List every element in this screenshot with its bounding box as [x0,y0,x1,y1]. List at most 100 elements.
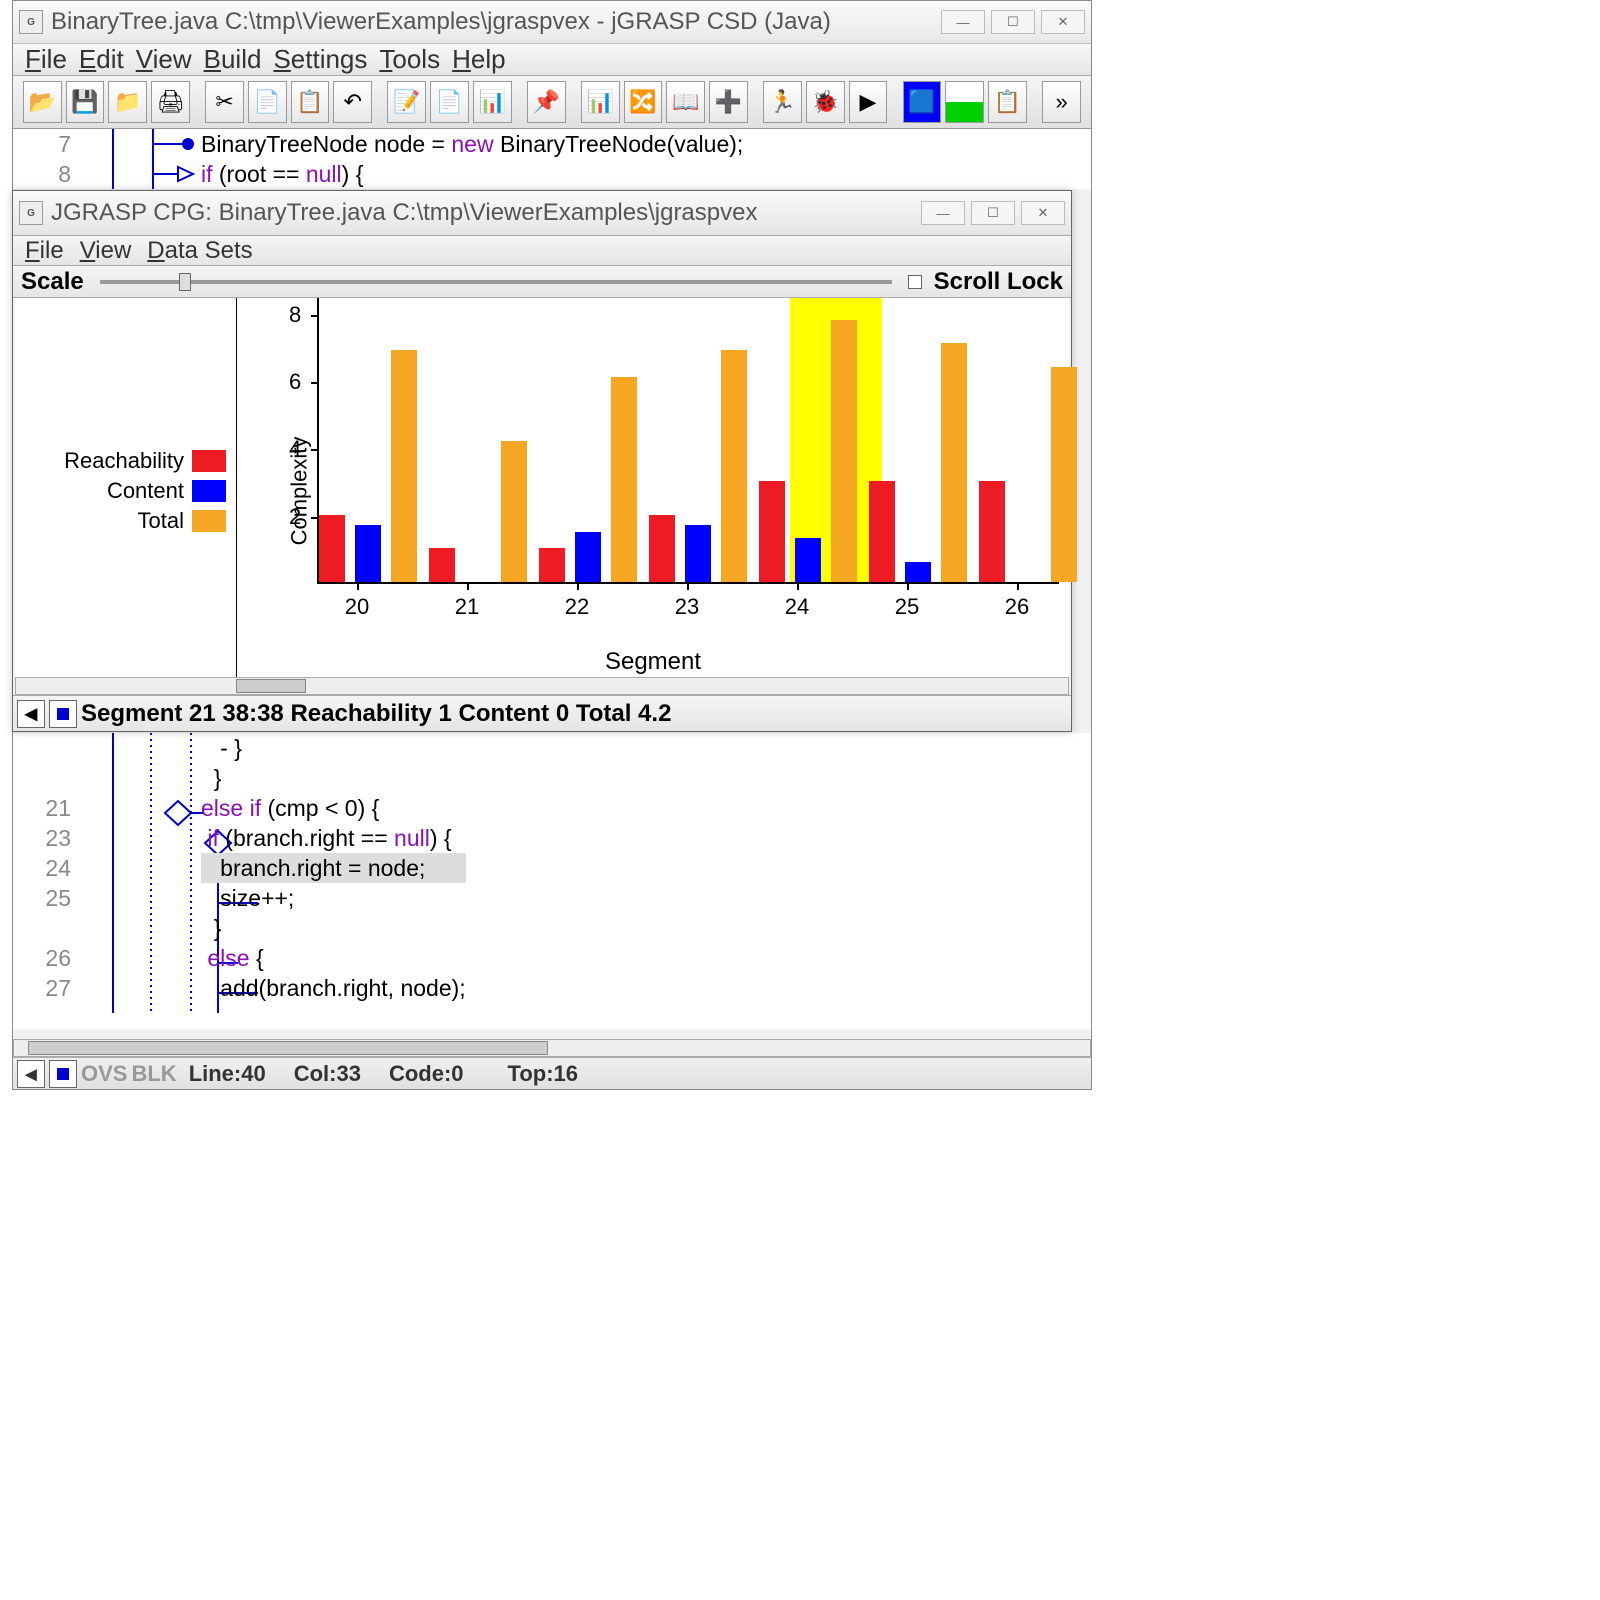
ytick: 4 [289,436,301,462]
close-button[interactable]: ✕ [1041,10,1085,34]
bar-content-23[interactable] [685,525,711,582]
cpg-menu-view[interactable]: View [76,237,136,265]
toolbar-button-9[interactable]: 📄 [430,81,469,123]
toolbar-button-1[interactable]: 💾 [66,81,105,123]
cpg-menu-data-sets[interactable]: Data Sets [143,237,256,265]
bar-content-24[interactable] [795,538,821,582]
cpg-titlebar: G JGRASP CPG: BinaryTree.java C:\tmp\Vie… [13,191,1071,236]
cpg-h-scrollbar[interactable] [15,677,1069,695]
csd-diagram-top [83,129,203,189]
xtick: 23 [675,594,699,620]
editor-h-scrollbar[interactable] [13,1039,1091,1057]
toolbar-button-21[interactable]: 📋 [988,81,1027,123]
xtick: 25 [895,594,919,620]
ytick: 8 [289,302,301,328]
bar-total-24[interactable] [831,320,857,582]
main-statusbar: ◂ OVS BLK Line:40 Col:33 Code:0 Top:16 [13,1057,1091,1089]
menu-help[interactable]: Help [448,44,509,75]
bar-content-20[interactable] [355,525,381,582]
xtick: 24 [785,594,809,620]
cpg-sb-stop-icon[interactable] [49,700,77,728]
toolbar-button-4[interactable]: ✂ [205,81,244,123]
line-gutter-bottom: 212324252627 [13,733,83,1003]
toolbar-button-15[interactable]: ➕ [709,81,748,123]
cpg-sb-back-icon[interactable]: ◂ [17,700,45,728]
toolbar-button-17[interactable]: 🐞 [806,81,845,123]
bar-total-26[interactable] [1051,367,1077,582]
xtick: 20 [345,594,369,620]
x-axis-label: Segment [605,648,701,676]
bar-reachability-24[interactable] [759,481,785,582]
bar-total-23[interactable] [721,350,747,582]
bar-reachability-20[interactable] [319,515,345,582]
toolbar-button-22[interactable]: » [1042,81,1081,123]
legend-total: Total [138,508,226,534]
bar-total-20[interactable] [391,350,417,582]
cpg-close-button[interactable]: ✕ [1021,201,1065,225]
plot-axes [317,298,1059,584]
toolbar-button-5[interactable]: 📄 [248,81,287,123]
sb-ovs: OVS [81,1061,127,1087]
bar-reachability-21[interactable] [429,548,455,582]
code-editor-bottom[interactable]: 212324252627 - } }else if (cmp < 0) { if… [13,733,1091,1029]
sb-stop-icon[interactable] [49,1060,77,1088]
toolbar-button-20[interactable] [945,81,984,123]
menu-view[interactable]: View [132,44,196,75]
bar-content-25[interactable] [905,562,931,582]
cpg-scrollbar-thumb[interactable] [236,679,306,693]
bar-reachability-22[interactable] [539,548,565,582]
cpg-minimize-button[interactable]: — [921,201,965,225]
window-controls: — ☐ ✕ [941,10,1085,34]
scale-thumb[interactable] [179,273,191,291]
minimize-button[interactable]: — [941,10,985,34]
scale-label: Scale [21,268,84,296]
toolbar-button-10[interactable]: 📊 [473,81,512,123]
bar-total-21[interactable] [501,441,527,582]
menu-build[interactable]: Build [200,44,266,75]
toolbar-button-11[interactable]: 📌 [527,81,566,123]
toolbar-button-2[interactable]: 📁 [108,81,147,123]
toolbar-button-19[interactable]: 🟦 [903,81,942,123]
scrollbar-thumb[interactable] [28,1041,548,1055]
bar-total-25[interactable] [941,343,967,582]
sb-blk: BLK [131,1061,176,1087]
toolbar-button-14[interactable]: 📖 [666,81,705,123]
maximize-button[interactable]: ☐ [991,10,1035,34]
chart-plot: Complexity Segment 246820212223242526 [237,298,1069,684]
menu-tools[interactable]: Tools [375,44,444,75]
bar-total-22[interactable] [611,377,637,582]
toolbar-button-3[interactable]: 🖨 [151,81,190,123]
toolbar-button-0[interactable]: 📂 [23,81,62,123]
scale-slider[interactable] [100,280,892,284]
menu-file[interactable]: File [21,44,71,75]
cpg-menubar: File ViewData Sets [13,236,1071,266]
main-titlebar: G BinaryTree.java C:\tmp\ViewerExamples\… [13,1,1091,44]
sb-line: Line:40 [189,1061,266,1087]
menu-edit[interactable]: Edit [75,44,128,75]
cpg-menu-file[interactable]: File [21,237,68,265]
menu-settings[interactable]: Settings [269,44,371,75]
xtick: 26 [1005,594,1029,620]
toolbar-button-13[interactable]: 🔀 [624,81,663,123]
toolbar-button-6[interactable]: 📋 [291,81,330,123]
ytick: 6 [289,369,301,395]
legend-content: Content [107,478,226,504]
cpg-maximize-button[interactable]: ☐ [971,201,1015,225]
toolbar-button-12[interactable]: 📊 [581,81,620,123]
bar-content-22[interactable] [575,532,601,582]
toolbar-button-18[interactable]: ▶ [849,81,888,123]
bar-reachability-25[interactable] [869,481,895,582]
code-editor-top[interactable]: 78 BinaryTreeNode node = new BinaryTreeN… [13,129,1091,189]
line-gutter: 78 [13,129,83,189]
sb-top: Top:16 [508,1061,578,1087]
sb-back-icon[interactable]: ◂ [17,1060,45,1088]
legend-reachability: Reachability [64,448,226,474]
bar-reachability-23[interactable] [649,515,675,582]
toolbar-button-8[interactable]: 📝 [387,81,426,123]
bar-reachability-26[interactable] [979,481,1005,582]
app-icon: G [19,10,43,34]
scroll-lock-checkbox[interactable] [908,275,922,289]
toolbar-button-16[interactable]: 🏃 [763,81,802,123]
ytick: 2 [289,504,301,530]
toolbar-button-7[interactable]: ↶ [333,81,372,123]
